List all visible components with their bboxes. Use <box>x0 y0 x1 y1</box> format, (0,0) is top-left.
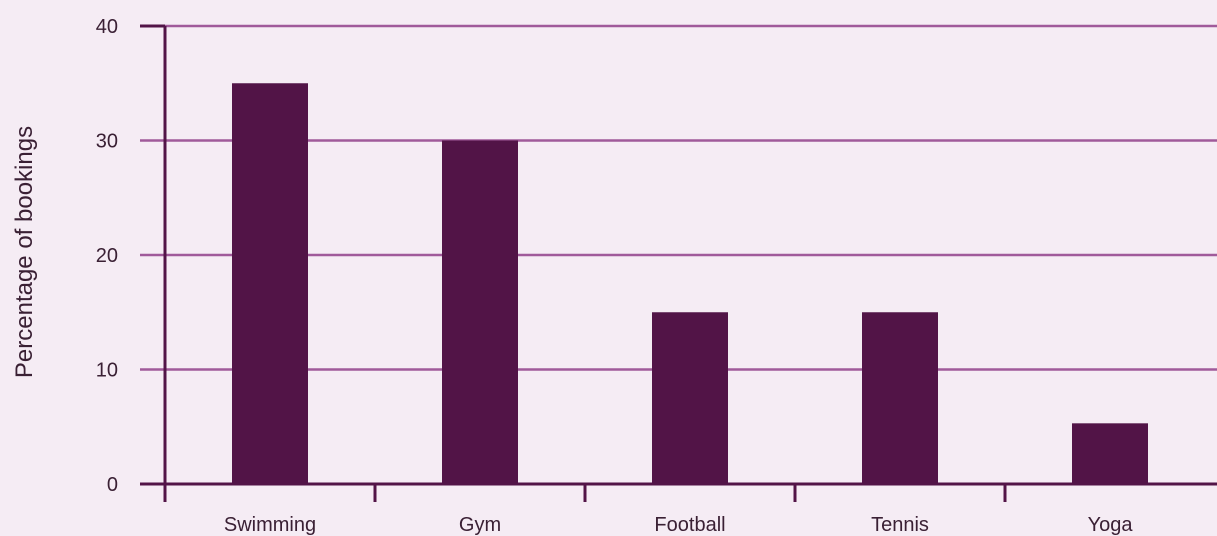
x-tick-label-yoga: Yoga <box>1088 514 1134 536</box>
axes <box>140 24 1217 502</box>
y-tick-label-20: 20 <box>96 245 118 267</box>
y-tick-label-40: 40 <box>96 16 118 38</box>
bar-football <box>652 312 728 484</box>
y-tick-label-10: 10 <box>96 360 118 382</box>
y-tick-labels: 0 10 20 30 40 <box>96 16 118 496</box>
bar-tennis <box>862 312 938 484</box>
bar-yoga <box>1072 423 1148 484</box>
bar-gym <box>442 140 518 484</box>
x-tick-labels: Swimming Gym Football Tennis Yoga <box>224 514 1133 536</box>
y-tick-label-0: 0 <box>107 474 118 496</box>
x-tick-label-tennis: Tennis <box>871 514 929 536</box>
bar-swimming <box>232 83 308 484</box>
x-tick-label-football: Football <box>654 514 725 536</box>
bars <box>232 83 1148 484</box>
x-tick-label-swimming: Swimming <box>224 514 316 536</box>
y-tick-label-30: 30 <box>96 131 118 153</box>
y-axis-title: Percentage of bookings <box>11 126 38 378</box>
x-tick-label-gym: Gym <box>459 514 501 536</box>
